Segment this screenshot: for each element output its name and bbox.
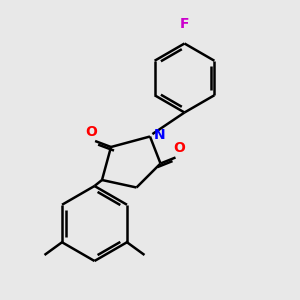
Text: N: N [154,128,165,142]
Text: F: F [180,17,189,32]
Text: O: O [173,141,185,155]
Text: O: O [85,124,98,139]
